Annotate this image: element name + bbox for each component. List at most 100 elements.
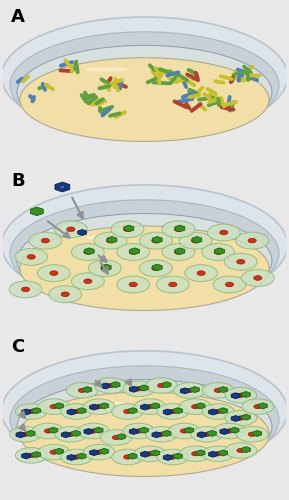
Ellipse shape xyxy=(202,446,234,462)
Polygon shape xyxy=(151,403,160,408)
Ellipse shape xyxy=(214,452,222,456)
Text: C: C xyxy=(11,338,25,356)
Polygon shape xyxy=(101,264,111,270)
Ellipse shape xyxy=(15,248,48,266)
Polygon shape xyxy=(175,225,185,232)
Ellipse shape xyxy=(20,58,269,142)
Ellipse shape xyxy=(220,230,228,235)
Ellipse shape xyxy=(15,404,47,419)
Ellipse shape xyxy=(208,224,240,241)
Ellipse shape xyxy=(85,236,129,240)
Ellipse shape xyxy=(129,282,137,287)
Ellipse shape xyxy=(29,232,62,249)
Ellipse shape xyxy=(117,276,150,293)
Polygon shape xyxy=(32,452,41,458)
Ellipse shape xyxy=(157,404,189,419)
Polygon shape xyxy=(242,447,250,452)
Ellipse shape xyxy=(73,410,81,414)
Ellipse shape xyxy=(20,226,269,310)
Polygon shape xyxy=(141,404,149,410)
Ellipse shape xyxy=(225,282,234,287)
Ellipse shape xyxy=(185,264,218,281)
Ellipse shape xyxy=(10,426,41,442)
Ellipse shape xyxy=(84,250,92,254)
Ellipse shape xyxy=(139,260,172,276)
Ellipse shape xyxy=(180,429,188,433)
Polygon shape xyxy=(90,404,99,410)
Ellipse shape xyxy=(123,410,131,414)
Ellipse shape xyxy=(158,384,166,388)
Ellipse shape xyxy=(203,432,211,436)
Polygon shape xyxy=(22,453,31,459)
Ellipse shape xyxy=(1,185,288,305)
Polygon shape xyxy=(152,264,162,270)
Ellipse shape xyxy=(169,282,177,287)
Ellipse shape xyxy=(85,402,129,406)
Ellipse shape xyxy=(20,392,269,476)
Ellipse shape xyxy=(213,276,246,293)
Ellipse shape xyxy=(112,436,120,440)
Polygon shape xyxy=(163,454,172,460)
Ellipse shape xyxy=(241,270,274,286)
Ellipse shape xyxy=(44,429,52,433)
Ellipse shape xyxy=(174,382,206,398)
Polygon shape xyxy=(196,403,205,408)
Ellipse shape xyxy=(41,238,49,243)
Polygon shape xyxy=(78,230,87,235)
Ellipse shape xyxy=(248,432,256,436)
Polygon shape xyxy=(31,207,43,216)
Text: A: A xyxy=(11,8,25,26)
Polygon shape xyxy=(197,432,206,438)
Polygon shape xyxy=(83,386,92,392)
Ellipse shape xyxy=(10,200,279,307)
Polygon shape xyxy=(32,408,41,414)
Ellipse shape xyxy=(123,227,131,232)
Polygon shape xyxy=(100,403,109,408)
Ellipse shape xyxy=(146,378,177,394)
Ellipse shape xyxy=(10,366,279,473)
Ellipse shape xyxy=(152,266,160,270)
Polygon shape xyxy=(209,409,217,415)
Ellipse shape xyxy=(156,276,189,293)
Ellipse shape xyxy=(27,410,35,414)
Polygon shape xyxy=(175,248,185,254)
Ellipse shape xyxy=(38,399,70,414)
Ellipse shape xyxy=(169,410,177,414)
Ellipse shape xyxy=(73,455,81,459)
Ellipse shape xyxy=(21,287,30,292)
Polygon shape xyxy=(107,236,117,243)
Ellipse shape xyxy=(38,444,70,460)
Ellipse shape xyxy=(168,423,200,439)
Ellipse shape xyxy=(192,452,199,456)
Ellipse shape xyxy=(162,221,195,238)
Polygon shape xyxy=(77,454,86,459)
Ellipse shape xyxy=(237,416,245,420)
Polygon shape xyxy=(140,385,148,391)
Polygon shape xyxy=(128,454,137,459)
Ellipse shape xyxy=(54,221,87,238)
Ellipse shape xyxy=(90,429,97,433)
Polygon shape xyxy=(90,450,99,456)
Ellipse shape xyxy=(152,238,160,243)
Ellipse shape xyxy=(139,232,172,249)
Ellipse shape xyxy=(237,393,245,398)
Ellipse shape xyxy=(186,388,194,392)
Polygon shape xyxy=(242,392,250,398)
Polygon shape xyxy=(215,248,225,254)
Ellipse shape xyxy=(224,254,257,270)
Polygon shape xyxy=(173,408,182,414)
Ellipse shape xyxy=(123,455,131,459)
Polygon shape xyxy=(49,428,58,433)
Ellipse shape xyxy=(55,426,87,442)
Ellipse shape xyxy=(17,214,272,308)
Ellipse shape xyxy=(197,271,205,276)
Ellipse shape xyxy=(50,450,58,454)
Ellipse shape xyxy=(95,450,103,454)
Ellipse shape xyxy=(61,292,69,296)
Ellipse shape xyxy=(225,410,257,426)
Polygon shape xyxy=(61,432,70,438)
Polygon shape xyxy=(55,403,63,408)
Ellipse shape xyxy=(61,404,92,419)
Text: B: B xyxy=(11,172,25,190)
Ellipse shape xyxy=(134,446,166,462)
